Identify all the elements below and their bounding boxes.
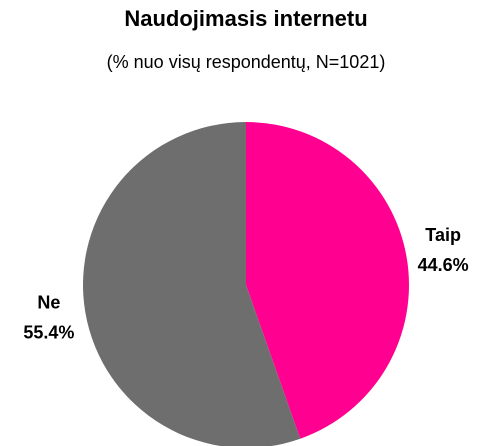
slice-label: Taip [425, 225, 461, 245]
chart-title: Naudojimasis internetu [124, 6, 367, 31]
slice-value-label: 55.4% [23, 323, 74, 343]
pie-slice [83, 122, 301, 446]
chart-subtitle: (% nuo visų respondentų, N=1021) [107, 52, 386, 72]
slice-value-label: 44.6% [418, 255, 469, 275]
pie-slice [246, 122, 409, 439]
slice-label: Ne [37, 293, 60, 313]
